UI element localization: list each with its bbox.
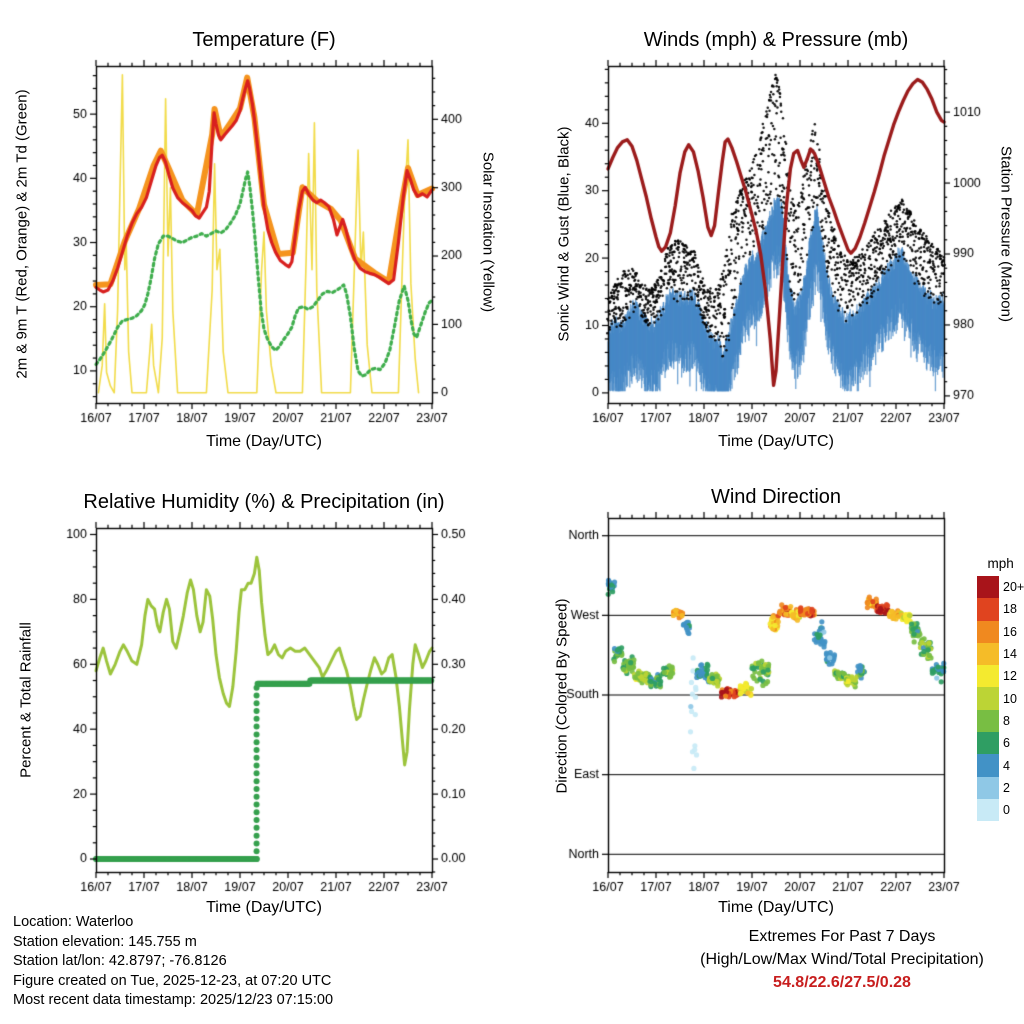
legend-entry: 8: [977, 709, 1024, 733]
legend-value-label: 16: [1003, 624, 1017, 639]
legend-entry: 14: [977, 642, 1024, 666]
humidity-precip-chart-title: Relative Humidity (%) & Precipitation (i…: [83, 491, 445, 513]
extremes-subtitle: (High/Low/Max Wind/Total Precipitation): [700, 951, 984, 968]
legend-entry: 6: [977, 732, 1024, 755]
wind-direction-xaxis-label: Time (Day/UTC): [718, 899, 834, 916]
legend-color-swatch: [977, 798, 999, 822]
legend-value-label: 12: [1003, 669, 1017, 684]
wind-direction-chart-title: Wind Direction: [710, 486, 842, 508]
legend-entry: 2: [977, 776, 1024, 799]
temperature-left-axis-label: 2m & 9m T (Red, Orange) & 2m Td (Green): [13, 89, 31, 379]
extremes-title: Extremes For Past 7 Days: [748, 928, 936, 945]
solar-right-axis-label: Solar Insolation (Yellow): [479, 151, 497, 313]
temperature-chart-title: Temperature (F): [192, 29, 336, 51]
legend-color-swatch: [977, 687, 999, 710]
legend-entry: 20+: [977, 576, 1024, 599]
station-info-block: Location: Waterloo Station elevation: 14…: [13, 913, 333, 1011]
legend-value-label: 4: [1003, 758, 1010, 773]
winds-xaxis-label: Time (Day/UTC): [718, 433, 834, 450]
legend-color-swatch: [977, 642, 999, 666]
data-timestamp-line: Most recent data timestamp: 2025/12/23 0…: [13, 992, 334, 1008]
legend-value-label: 2: [1003, 780, 1010, 795]
legend-entry: 16: [977, 620, 1024, 643]
legend-entry: 0: [977, 798, 1024, 822]
station-elevation-line: Station elevation: 145.755 m: [13, 933, 197, 950]
figure-created-line: Figure created on Tue, 2025-12-23, at 07…: [13, 972, 332, 989]
temperature-xaxis-label: Time (Day/UTC): [206, 433, 322, 450]
station-location-line: Location: Waterloo: [13, 914, 134, 930]
legend-value-label: 14: [1003, 647, 1017, 662]
legend-title: mph: [987, 556, 1014, 571]
legend-entry: 10: [977, 687, 1024, 710]
winds-pressure-chart-title: Winds (mph) & Pressure (mb): [643, 29, 909, 51]
humidity-left-axis-label: Percent & Total Rainfall: [17, 622, 35, 778]
legend-color-swatch: [977, 732, 999, 755]
legend-color-swatch: [977, 776, 999, 799]
direction-left-axis-label: Direction (Colored By Speed): [553, 598, 571, 794]
humidity-xaxis-label: Time (Day/UTC): [206, 899, 322, 916]
legend-value-label: 20+: [1003, 580, 1024, 595]
station-latlon-line: Station lat/lon: 42.8797; -76.8126: [13, 953, 227, 969]
legend-entry: 18: [977, 598, 1024, 621]
legend-color-swatch: [977, 598, 999, 621]
legend-value-label: 6: [1003, 736, 1010, 751]
legend-value-label: 0: [1003, 803, 1010, 818]
extremes-values: 54.8/22.6/27.5/0.28: [773, 974, 911, 991]
wind-speed-legend: mph 20+ 18 16 14 12 10 8 6 4 2 0: [977, 556, 1024, 822]
legend-color-swatch: [977, 754, 999, 777]
legend-value-label: 10: [1003, 691, 1017, 706]
legend-color-swatch: [977, 576, 999, 599]
legend-entry: 12: [977, 665, 1024, 688]
extremes-block: Extremes For Past 7 Days (High/Low/Max W…: [634, 925, 1024, 994]
pressure-right-axis-label: Station Pressure (Maroon): [997, 146, 1015, 322]
legend-color-swatch: [977, 709, 999, 733]
legend-value-label: 18: [1003, 602, 1017, 617]
legend-color-swatch: [977, 665, 999, 688]
legend-value-label: 8: [1003, 713, 1010, 728]
legend-entry: 4: [977, 754, 1024, 777]
wind-gust-left-axis-label: Sonic Wind & Gust (Blue, Black): [555, 126, 573, 342]
wind-speed-legend-entries: 20+ 18 16 14 12 10 8 6 4 2 0: [977, 576, 1024, 822]
legend-color-swatch: [977, 620, 999, 643]
